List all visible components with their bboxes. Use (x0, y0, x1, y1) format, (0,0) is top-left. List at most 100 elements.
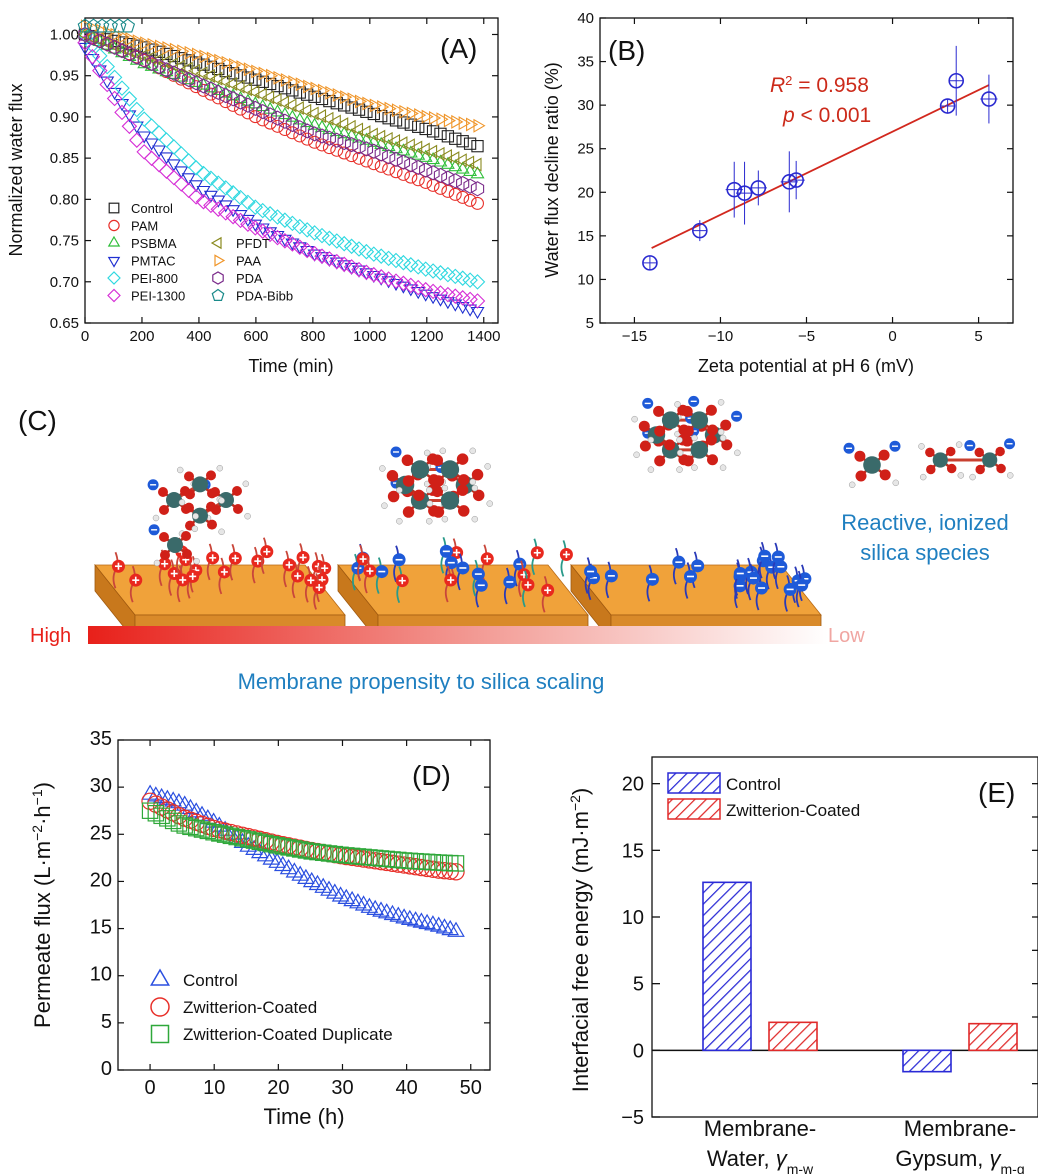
panel-b-point (788, 172, 804, 188)
panel-a-point-pam (441, 184, 455, 198)
oxygen-atom-icon (207, 488, 217, 499)
hydrogen-atom-icon (691, 434, 698, 442)
panel-a-point-paa (258, 66, 271, 81)
panel-a-point-psbma (203, 80, 218, 93)
panel-a-point-pam (337, 146, 351, 160)
panel-d-point-zwitterion-coated-duplicate (303, 843, 320, 860)
panel-d-point-control (424, 915, 442, 931)
panel-a-point-pfdt (217, 74, 230, 89)
panel-a-point-pda-bibb (94, 18, 110, 33)
panel-a-point-pda (463, 178, 477, 194)
panel-a-point-pei-1300 (129, 132, 145, 148)
panel-b-ytick-label: 10 (577, 271, 594, 288)
panel-d-point-zwitterion-coated-duplicate-shape (170, 815, 188, 832)
silica-monomer-1 (148, 524, 200, 567)
panel-a-point-paa (421, 109, 434, 124)
panel-d-point-control (395, 908, 413, 924)
panel-a-point-pam (433, 181, 447, 195)
panel-a-point-paa (273, 70, 286, 85)
panel-a-point-pda (433, 167, 448, 184)
panel-a-point-paa (369, 98, 382, 113)
oxygen-atom-icon (458, 474, 470, 486)
panel-a-point-pfdt (224, 76, 238, 91)
panel-d-point-zwitterion-coated-duplicate (320, 845, 338, 862)
panel-a-xtick-label: 800 (300, 328, 325, 345)
panel-a-point-pmtac (129, 121, 144, 134)
oxygen-atom-icon (879, 469, 891, 481)
panel-a-point-pda (456, 175, 470, 192)
panel-d-ytick-label: 25 (90, 822, 112, 844)
panel-a-legend-label: PDA (236, 271, 263, 286)
panel-a-point-pam (211, 91, 225, 105)
panel-a-point-pam (285, 126, 299, 140)
panel-d-point-zwitterion-coated-duplicate (170, 815, 188, 832)
panel-a-point-pam (219, 95, 233, 109)
panel-a-point-pei-800 (240, 194, 256, 211)
panel-d-point-zwitterion-coated-duplicate (211, 825, 228, 842)
oxygen-atom-icon (181, 504, 191, 514)
panel-a-point-pmtac (115, 99, 130, 112)
panel-d-point-zwitterion-coated-duplicate-shape (153, 807, 170, 825)
gamma-symbol: γ (990, 1146, 1003, 1171)
hydrogen-atom-icon (426, 517, 433, 525)
oxygen-atom-icon (946, 446, 956, 457)
panel-d-ylabel-mid: ·h (30, 805, 55, 825)
panel-a-point-pei-1300 (240, 216, 256, 232)
panel-a-point-pam (426, 178, 440, 192)
panel-a-point-pei-800 (166, 139, 182, 155)
panel-d-point-zwitterion-coated-duplicate-shape (326, 845, 344, 863)
panel-d-ytick-label: 15 (90, 917, 112, 939)
panel-a-xtick-label: 1400 (467, 328, 500, 345)
oxygen-atom-icon (926, 464, 936, 475)
panel-d-point-zwitterion-coated-duplicate-shape (280, 839, 297, 856)
panel-a-point-paa (147, 37, 160, 52)
panel-d-point-zwitterion-coated-duplicate (309, 843, 326, 861)
panel-a-point-pei-800 (254, 202, 271, 219)
panel-d-point-zwitterion-coated-duplicate (193, 821, 211, 838)
panel-a-point-pei-800 (292, 218, 308, 235)
panel-a-point-control (115, 36, 129, 49)
panel-a-point-pei-800 (469, 274, 486, 290)
panel-a-point-paa (155, 39, 168, 54)
panel-a-point-pam (470, 196, 484, 210)
oxygen-atom-icon (233, 504, 243, 514)
panel-a-point-psbma (426, 151, 441, 165)
hydrogen-atom-icon (191, 525, 199, 533)
panel-a-point-control (152, 45, 166, 58)
panel-a-point-pam (330, 143, 344, 157)
panel-a-point-control (426, 125, 440, 138)
panel-a-point-pei-1300 (114, 104, 130, 121)
panel-d-point-zwitterion-coated-duplicate (164, 812, 182, 830)
panel-d-point-zwitterion-coated-duplicate-shape (159, 810, 176, 827)
panel-d-point-zwitterion-coated-duplicate-shape (205, 823, 222, 841)
silica-cluster-2 (379, 446, 493, 525)
panel-a-point-paa (184, 45, 197, 60)
panel-a-point-pda (337, 134, 351, 151)
panel-a-point-control (301, 88, 314, 101)
panel-d-point-zwitterion-coated-duplicate (222, 827, 240, 845)
silicon-atom-icon (690, 411, 709, 429)
panel-a-point-pei-1300 (210, 201, 227, 217)
panel-a-point-psbma (463, 163, 478, 176)
hydrogen-atom-icon (719, 434, 727, 442)
panel-a-point-pfdt (291, 101, 304, 116)
panel-a-frame (84, 17, 499, 324)
panel-a-legend-label: PEI-800 (131, 271, 178, 286)
hydrogen-atom-icon (471, 484, 479, 492)
oxygen-atom-icon (456, 453, 469, 465)
panel-a-point-paa (451, 114, 464, 129)
panel-a-xtick-label: 200 (129, 328, 154, 345)
panel-b-xtick-label: −15 (622, 328, 647, 345)
panel-e-ytick-label: 0 (633, 1040, 644, 1062)
panel-a-point-control (226, 67, 240, 80)
panel-d-point-zwitterion-coated-duplicate (286, 840, 303, 857)
panel-d-point-control (383, 904, 402, 921)
silica-cluster-1 (147, 464, 251, 537)
oxygen-atom-icon (402, 475, 415, 487)
panel-a-point-psbma (411, 147, 426, 160)
panel-d-xtick-label: 20 (267, 1077, 289, 1099)
panel-a-point-psbma (448, 159, 463, 172)
panel-a-point-pei-800 (262, 206, 278, 222)
panel-a-legend-label: PAA (236, 254, 261, 269)
panel-a-point-psbma (433, 154, 448, 167)
